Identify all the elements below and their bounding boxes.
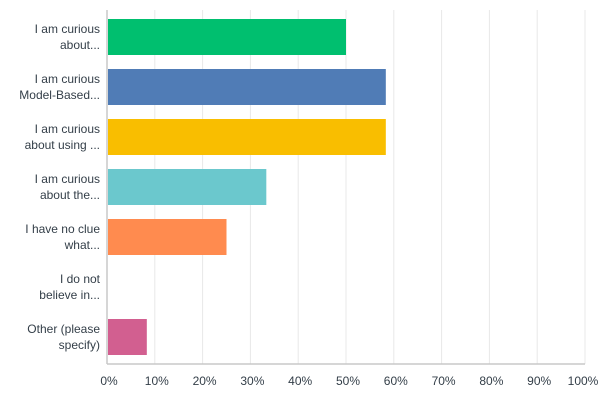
category-label-line: I am curious — [34, 72, 100, 86]
x-tick-label: 80% — [479, 374, 504, 388]
category-label-line: believe in... — [39, 288, 100, 302]
category-label-line: I am curious — [34, 122, 100, 136]
category-label: I do not believe in... — [0, 271, 100, 303]
category-label-line: about using ... — [24, 138, 100, 152]
x-tick-label: 70% — [431, 374, 456, 388]
category-label: I have no clue what... — [0, 221, 100, 253]
bar — [108, 219, 227, 255]
bar — [108, 69, 386, 105]
category-label: Other (please specify) — [0, 321, 100, 353]
category-label-line: about the... — [39, 188, 100, 202]
category-label: I am curious about... — [0, 21, 100, 53]
x-tick-label: 40% — [288, 374, 313, 388]
x-tick-label: 20% — [192, 374, 217, 388]
x-tick-label: 10% — [144, 374, 169, 388]
x-tick-label: 0% — [100, 374, 118, 388]
category-label: I am curious about the... — [0, 171, 100, 203]
x-tick-label: 30% — [240, 374, 265, 388]
bar — [108, 19, 346, 55]
category-label-line: specify) — [58, 338, 100, 352]
category-label-line: about... — [59, 38, 100, 52]
category-label: I am curious about using ... — [0, 121, 100, 153]
x-tick-label: 100% — [567, 374, 599, 388]
x-tick-label: 60% — [383, 374, 408, 388]
category-label: I am curious Model-Based... — [0, 71, 100, 103]
category-label-line: I am curious — [34, 22, 100, 36]
bar — [108, 319, 147, 355]
bar — [108, 119, 386, 155]
x-tick-label: 50% — [335, 374, 361, 388]
category-label-line: I am curious — [34, 172, 100, 186]
category-label-line: I do not — [59, 272, 100, 286]
category-label-line: I have no clue — [25, 222, 100, 236]
category-label-line: Model-Based... — [19, 88, 100, 102]
category-label-line: what... — [64, 238, 100, 252]
x-tick-label: 90% — [527, 374, 552, 388]
bar — [108, 169, 267, 205]
category-label-line: Other (please — [27, 322, 100, 336]
